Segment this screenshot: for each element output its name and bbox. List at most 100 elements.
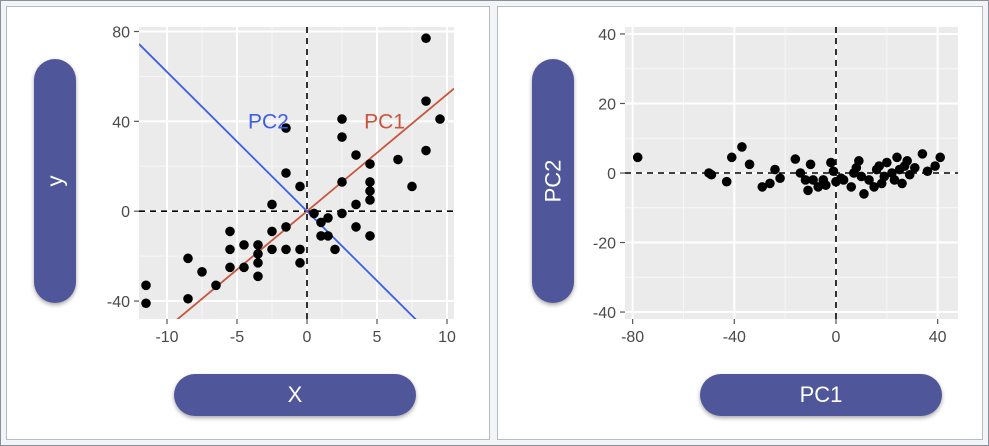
data-point bbox=[239, 240, 249, 250]
scatter-chart-pc: -80 -40 0 40 -40 -20 0 20 40 bbox=[593, 27, 958, 346]
x-axis-label: X bbox=[287, 382, 303, 407]
data-point bbox=[295, 258, 305, 268]
data-point bbox=[721, 176, 732, 187]
data-point bbox=[889, 175, 900, 185]
pc2-axis-label-pill: PC2 bbox=[532, 59, 574, 303]
data-point bbox=[351, 199, 361, 210]
data-point bbox=[757, 182, 768, 192]
data-point bbox=[253, 249, 263, 259]
data-point bbox=[253, 240, 263, 250]
data-point bbox=[323, 231, 333, 241]
data-point bbox=[225, 262, 235, 273]
data-point bbox=[239, 262, 249, 273]
data-point bbox=[211, 280, 221, 291]
y-tick-label: 80 bbox=[112, 24, 130, 41]
data-point bbox=[879, 171, 890, 182]
data-point bbox=[141, 280, 151, 291]
data-point bbox=[917, 149, 928, 159]
data-point bbox=[309, 208, 319, 219]
data-point bbox=[337, 132, 347, 142]
data-point bbox=[323, 213, 333, 223]
y-tick-label: 40 bbox=[598, 27, 616, 44]
y-tick-label: 40 bbox=[112, 114, 130, 131]
x-tick-label: -10 bbox=[155, 329, 178, 346]
data-point bbox=[765, 178, 775, 189]
x-axis-label-pill: X bbox=[174, 374, 416, 416]
data-point bbox=[726, 152, 737, 163]
data-point bbox=[821, 180, 831, 190]
right-chart-panel: PC2 PC1 -80 -40 0 40 -40 -20 0 20 40 bbox=[497, 6, 983, 440]
data-point bbox=[892, 152, 902, 163]
x-tick-label: 0 bbox=[832, 329, 841, 346]
x-tick-label: 10 bbox=[438, 329, 456, 346]
data-point bbox=[421, 145, 431, 156]
data-point bbox=[803, 185, 813, 196]
data-point bbox=[909, 162, 920, 173]
y-axis-label-pill: y bbox=[34, 59, 76, 303]
data-point bbox=[253, 271, 263, 282]
y-tick-label: 0 bbox=[121, 204, 130, 221]
data-point bbox=[281, 222, 291, 232]
data-point bbox=[295, 244, 305, 255]
y-tick-label: 0 bbox=[607, 166, 616, 183]
data-point bbox=[864, 175, 874, 185]
data-point bbox=[790, 154, 801, 164]
data-point bbox=[351, 150, 361, 160]
data-point bbox=[267, 199, 277, 210]
plot-content bbox=[139, 27, 454, 319]
data-point bbox=[407, 181, 417, 192]
data-point bbox=[365, 177, 375, 187]
x-tick-label: 0 bbox=[303, 329, 312, 346]
y-tick-label: -40 bbox=[107, 294, 130, 311]
data-point bbox=[859, 189, 869, 199]
data-point bbox=[365, 231, 375, 241]
y-tick-label: -40 bbox=[593, 305, 616, 322]
data-point bbox=[351, 222, 361, 232]
data-point bbox=[846, 182, 857, 192]
y-tick-label: -20 bbox=[593, 236, 616, 253]
data-point bbox=[930, 161, 940, 171]
data-point bbox=[435, 114, 445, 124]
data-point bbox=[281, 123, 291, 133]
data-point bbox=[183, 253, 193, 264]
data-point bbox=[856, 171, 867, 182]
data-point bbox=[902, 156, 912, 166]
data-point bbox=[800, 175, 811, 185]
data-point bbox=[744, 159, 755, 170]
data-point bbox=[922, 166, 933, 177]
data-point bbox=[337, 177, 347, 187]
data-point bbox=[854, 156, 864, 166]
data-point bbox=[225, 226, 235, 237]
pc2-annotation: PC2 bbox=[248, 110, 289, 133]
x-tick-label: 5 bbox=[373, 329, 382, 346]
data-point bbox=[267, 244, 277, 255]
data-point bbox=[874, 161, 884, 171]
data-point bbox=[869, 182, 879, 192]
pc2-line bbox=[139, 43, 417, 319]
data-point bbox=[775, 173, 785, 184]
scatter-chart-xy: -10 -5 0 5 10 -40 0 40 80 PC1 PC2 bbox=[107, 24, 456, 346]
data-point bbox=[897, 178, 907, 189]
x-tick-label: -80 bbox=[621, 329, 644, 346]
pc1-axis-label-pill: PC1 bbox=[700, 374, 942, 416]
data-point bbox=[393, 154, 403, 165]
data-point bbox=[828, 166, 839, 177]
data-point bbox=[421, 96, 431, 106]
data-point bbox=[330, 244, 340, 255]
data-point bbox=[838, 175, 849, 185]
data-point bbox=[935, 152, 946, 163]
data-point bbox=[141, 298, 151, 309]
pc1-axis-label: PC1 bbox=[799, 382, 843, 407]
data-point bbox=[337, 114, 347, 124]
data-point bbox=[281, 168, 291, 178]
pc1-annotation: PC1 bbox=[364, 110, 405, 133]
data-point bbox=[826, 157, 836, 168]
plot-content bbox=[625, 27, 958, 319]
data-point bbox=[267, 226, 277, 237]
data-point bbox=[295, 181, 305, 192]
data-point bbox=[737, 142, 747, 152]
y-tick-label: 20 bbox=[598, 96, 616, 113]
data-point bbox=[183, 293, 193, 304]
pc1-line bbox=[176, 87, 454, 319]
data-point bbox=[365, 159, 375, 169]
